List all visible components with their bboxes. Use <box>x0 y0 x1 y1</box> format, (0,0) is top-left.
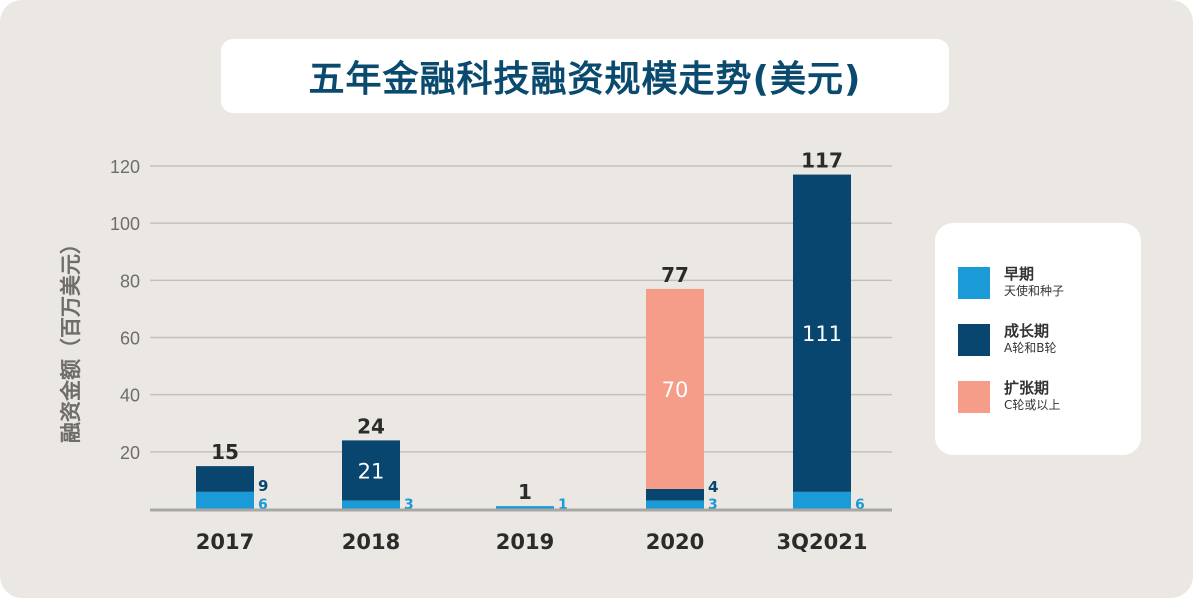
legend-swatch-early <box>958 267 990 299</box>
bar-early <box>793 491 851 509</box>
legend-item-growth: 成长期 A轮和B轮 <box>958 322 1056 356</box>
total-label: 15 <box>211 440 239 464</box>
legend-item-early: 早期 天使和种子 <box>958 265 1064 299</box>
y-tick-label: 60 <box>120 329 140 349</box>
title-box: 五年金融科技融资规模走势(美元) <box>221 39 949 113</box>
y-tick-label: 80 <box>120 271 140 291</box>
y-tick-label: 100 <box>110 214 140 234</box>
legend-item-expansion: 扩张期 C轮或以上 <box>958 379 1060 413</box>
x-tick-label: 2017 <box>196 530 254 554</box>
bar-early <box>196 491 254 509</box>
bar-early <box>496 506 554 509</box>
y-tick-label: 120 <box>110 157 140 177</box>
legend-title: 成长期 <box>1004 322 1050 340</box>
bar-growth <box>342 440 400 501</box>
x-tick-label: 3Q2021 <box>777 530 868 554</box>
data-label-early: 1 <box>558 497 568 513</box>
total-label: 117 <box>801 149 843 173</box>
total-label: 1 <box>518 480 532 504</box>
data-label-early: 3 <box>404 497 414 513</box>
bar-early <box>342 500 400 509</box>
legend-subtitle: 天使和种子 <box>1004 284 1065 298</box>
y-tick-label: 40 <box>120 386 140 406</box>
data-label-expansion: 70 <box>662 378 689 402</box>
bar-early <box>646 500 704 509</box>
data-label-early: 6 <box>855 497 865 513</box>
legend: 早期 天使和种子 成长期 A轮和B轮 扩张期 C轮或以上 <box>935 223 1141 455</box>
data-label-early: 3 <box>708 497 718 513</box>
legend-swatch-expansion <box>958 381 990 413</box>
x-tick-label: 2020 <box>646 530 704 554</box>
y-axis-label: 融资金额（百万美元） <box>59 233 83 443</box>
total-label: 77 <box>661 263 689 287</box>
data-label-growth: 21 <box>358 459 385 483</box>
legend-title: 扩张期 <box>1004 379 1050 397</box>
legend-swatch-growth <box>958 324 990 356</box>
bar-expansion <box>646 288 704 489</box>
bar-growth <box>196 466 254 492</box>
legend-subtitle: A轮和B轮 <box>1004 341 1057 355</box>
data-label-growth: 4 <box>708 478 718 496</box>
bar-growth <box>646 488 704 501</box>
chart-title: 五年金融科技融资规模走势(美元) <box>308 59 862 100</box>
y-tick-label: 20 <box>120 443 140 463</box>
legend-subtitle: C轮或以上 <box>1004 398 1061 412</box>
total-label: 24 <box>357 414 385 438</box>
x-tick-label: 2018 <box>342 530 400 554</box>
data-label-growth: 111 <box>802 322 842 346</box>
x-tick-label: 2019 <box>496 530 554 554</box>
data-label-early: 6 <box>258 497 268 513</box>
legend-title: 早期 <box>1004 265 1035 283</box>
data-label-growth: 9 <box>258 477 268 495</box>
bar-growth <box>793 174 851 492</box>
